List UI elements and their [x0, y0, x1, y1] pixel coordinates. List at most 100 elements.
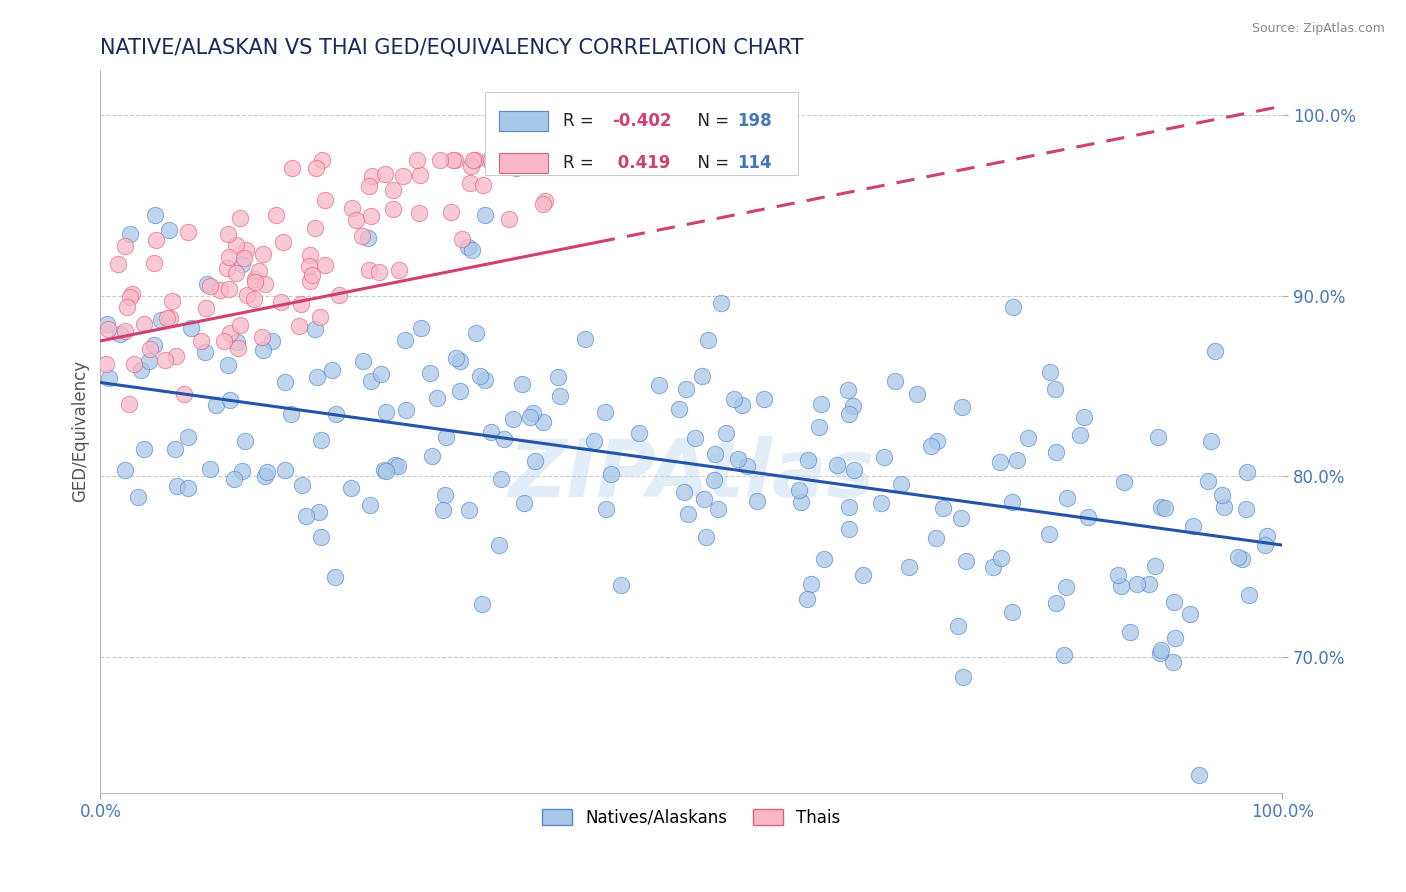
Point — [441, 153, 464, 168]
Point — [489, 471, 512, 485]
Point — [505, 161, 527, 175]
Point — [1043, 382, 1066, 396]
Point — [127, 490, 149, 504]
Point — [235, 243, 257, 257]
Point — [219, 326, 242, 340]
Point — [1211, 488, 1233, 502]
Point — [538, 153, 561, 168]
Point — [194, 345, 217, 359]
Point — [983, 559, 1005, 574]
Point — [370, 367, 392, 381]
Point — [555, 153, 578, 168]
Point — [813, 552, 835, 566]
Point — [132, 318, 155, 332]
Point — [309, 310, 332, 325]
Point — [357, 231, 380, 245]
Point — [481, 425, 503, 440]
Point — [373, 463, 395, 477]
Point — [555, 153, 578, 168]
Point — [391, 169, 413, 184]
Point — [394, 333, 416, 347]
Point — [787, 483, 810, 497]
Point — [150, 313, 173, 327]
FancyBboxPatch shape — [485, 92, 797, 175]
Point — [723, 392, 745, 406]
Point — [245, 272, 267, 286]
Point — [582, 434, 605, 448]
Text: N =: N = — [686, 154, 734, 172]
Point — [387, 459, 409, 474]
Point — [298, 248, 321, 262]
Point — [1077, 509, 1099, 524]
Point — [231, 257, 253, 271]
Point — [479, 153, 502, 168]
Point — [673, 484, 696, 499]
Text: -0.402: -0.402 — [612, 112, 672, 130]
Point — [457, 503, 479, 517]
Text: 0.419: 0.419 — [612, 154, 671, 172]
Point — [517, 153, 540, 168]
Point — [96, 322, 118, 336]
Point — [1073, 410, 1095, 425]
Point — [340, 201, 363, 215]
Point — [520, 153, 543, 168]
Point — [852, 567, 875, 582]
Point — [628, 425, 651, 440]
Point — [114, 463, 136, 477]
Point — [270, 295, 292, 310]
Point — [449, 353, 471, 368]
Point — [883, 374, 905, 388]
Point — [157, 223, 180, 237]
Point — [478, 153, 501, 168]
Point — [139, 342, 162, 356]
Point — [195, 301, 218, 315]
Point — [1153, 500, 1175, 515]
Point — [872, 450, 894, 464]
Point — [233, 434, 256, 449]
Point — [309, 530, 332, 544]
Point — [546, 153, 568, 168]
Point — [727, 451, 749, 466]
Point — [323, 570, 346, 584]
Point — [409, 169, 432, 183]
Point — [274, 463, 297, 477]
Point — [716, 425, 738, 440]
Point — [513, 496, 536, 510]
Point — [1109, 579, 1132, 593]
Point — [474, 373, 496, 387]
Point — [368, 265, 391, 279]
Point — [1204, 343, 1226, 358]
Point — [204, 398, 226, 412]
Point — [574, 332, 596, 346]
Point — [114, 324, 136, 338]
Point — [1163, 595, 1185, 609]
Point — [143, 207, 166, 221]
Point — [304, 221, 326, 235]
Point — [444, 153, 467, 168]
Point — [1182, 519, 1205, 533]
Point — [408, 206, 430, 220]
Point — [837, 383, 859, 397]
Point — [260, 334, 283, 349]
Point — [690, 368, 713, 383]
Point — [115, 300, 138, 314]
Point — [950, 400, 973, 414]
Point — [1001, 605, 1024, 619]
Point — [547, 369, 569, 384]
Point — [1126, 577, 1149, 591]
Point — [1114, 475, 1136, 490]
Point — [1150, 643, 1173, 657]
Point — [156, 311, 179, 326]
Point — [1054, 580, 1077, 594]
Point — [350, 228, 373, 243]
Point — [1001, 495, 1024, 509]
Point — [731, 398, 754, 412]
Point — [247, 264, 270, 278]
Point — [1161, 655, 1184, 669]
Point — [522, 405, 544, 419]
Point — [118, 290, 141, 304]
Point — [122, 357, 145, 371]
Point — [360, 169, 382, 184]
Point — [1230, 552, 1253, 566]
Point — [574, 153, 596, 168]
